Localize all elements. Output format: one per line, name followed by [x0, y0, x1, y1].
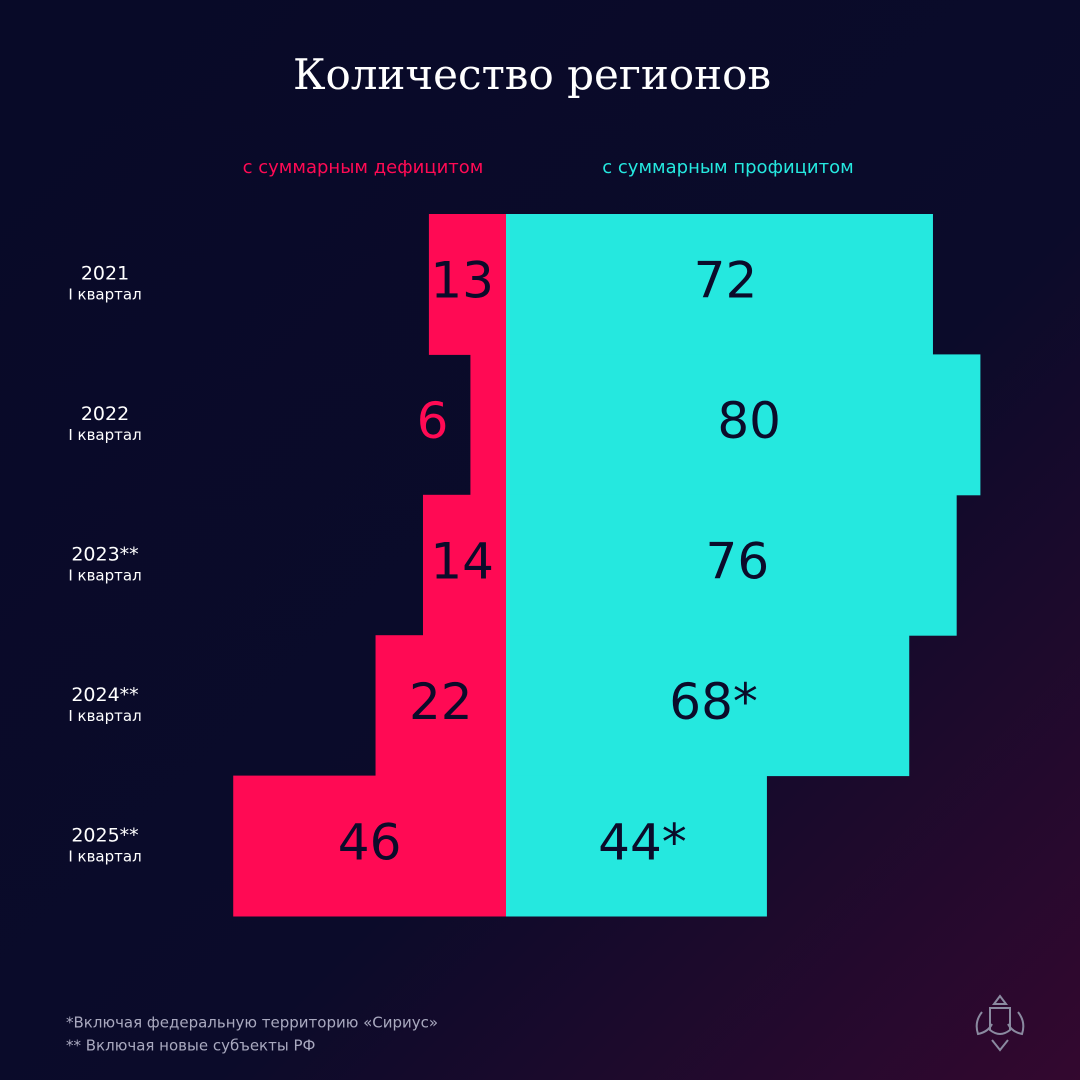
bar [506, 354, 981, 496]
category-label: 2021 [81, 263, 129, 285]
bar [470, 354, 506, 496]
value-label: 46 [338, 813, 402, 871]
value-label: 80 [717, 392, 781, 450]
legend-entry: с суммарным профицитом [602, 157, 853, 178]
bar [422, 494, 506, 636]
bar [506, 635, 910, 777]
category-sublabel: I квартал [68, 426, 141, 444]
bar [428, 214, 506, 355]
value-label: 76 [706, 533, 770, 591]
category-label: 2022 [81, 403, 129, 425]
value-label: 68* [669, 673, 758, 731]
category-label: 2025** [71, 824, 138, 846]
bar [233, 775, 506, 917]
footnote: ** Включая новые субъекты РФ [66, 1037, 315, 1055]
category-sublabel: I квартал [68, 567, 141, 585]
value-label: 44* [598, 813, 687, 871]
category-sublabel: I квартал [68, 847, 141, 865]
value-label: 22 [409, 673, 473, 731]
value-label: 13 [430, 252, 494, 310]
category-label: 2024** [71, 684, 138, 706]
value-label: 72 [694, 252, 758, 310]
legend-entry: с суммарным дефицитом [243, 157, 484, 178]
chart-title: Количество регионов [293, 50, 771, 99]
value-label: 14 [430, 533, 494, 591]
category-label: 2023** [71, 544, 138, 566]
category-sublabel: I квартал [68, 286, 141, 304]
bar [506, 214, 933, 355]
value-label: 6 [417, 392, 449, 450]
bar [375, 635, 506, 777]
bar [506, 494, 957, 636]
category-sublabel: I квартал [68, 707, 141, 725]
logo [975, 994, 1025, 1052]
footnote: *Включая федеральную территорию «Сириус» [66, 1014, 438, 1032]
bar [506, 775, 767, 917]
